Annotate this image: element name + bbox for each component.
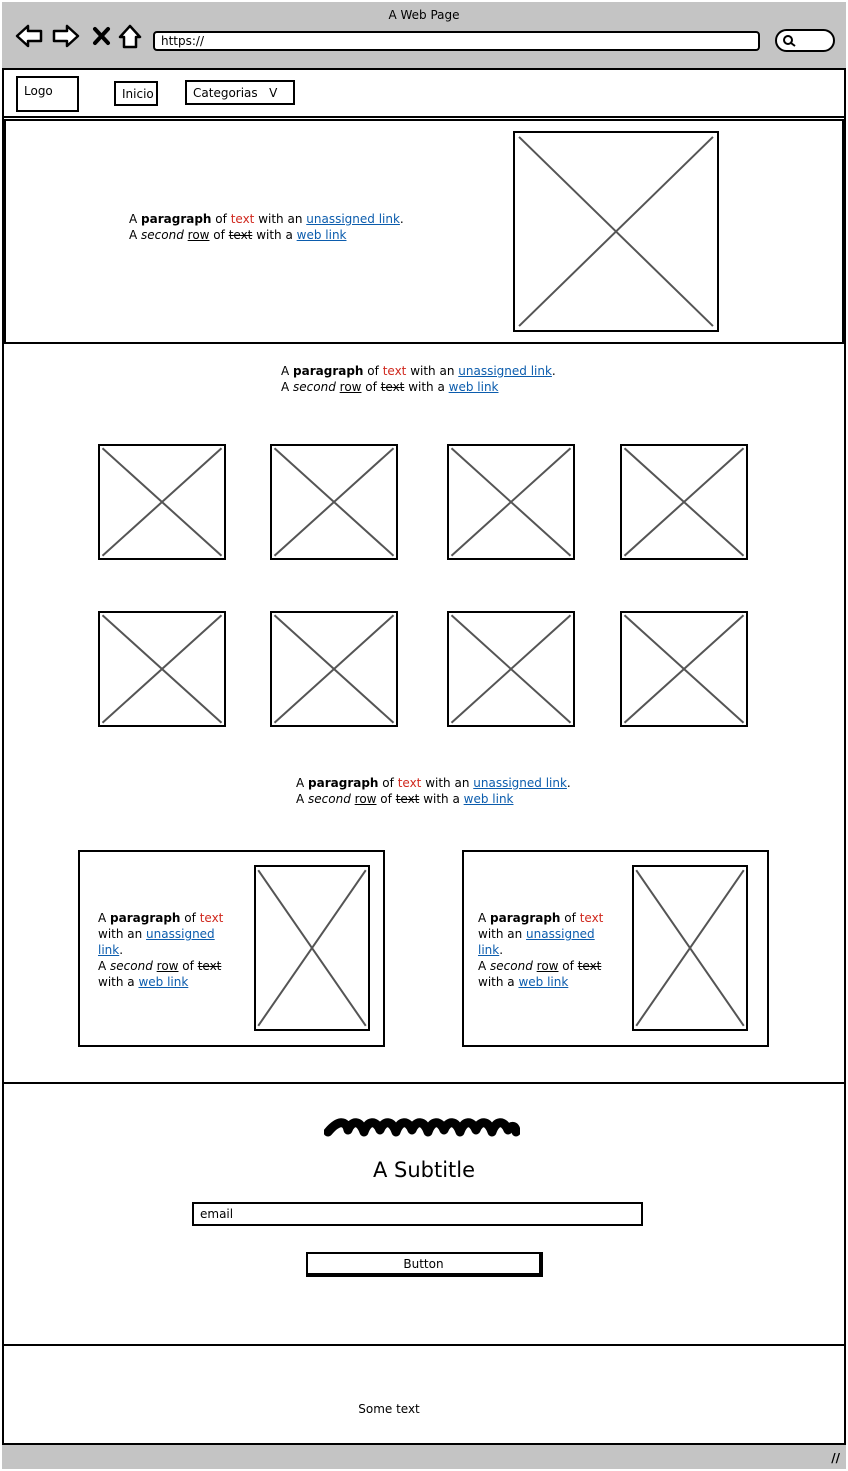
hero-paragraph: A paragraph of text with an unassigned l… [129, 212, 404, 242]
window-title: A Web Page [388, 8, 460, 22]
section-divider [2, 1344, 846, 1346]
url-input[interactable]: https:// [153, 31, 760, 51]
section-divider [2, 1082, 846, 1084]
search-button[interactable] [775, 29, 835, 52]
title-scribble [324, 1118, 520, 1137]
forward-arrow-icon[interactable] [51, 22, 81, 50]
card-image-placeholder [632, 865, 748, 1031]
gallery-image-placeholder [620, 444, 748, 560]
nav-item-categorias-dropdown[interactable]: Categorias V [185, 80, 295, 105]
card-paragraph: A paragraph of text with an unassigned l… [98, 911, 224, 989]
feature-card [78, 850, 385, 1047]
card-image-placeholder [254, 865, 370, 1031]
card-paragraph: A paragraph of text with an unassigned l… [478, 911, 604, 989]
top-navigation [2, 70, 846, 118]
footer-text: Some text [358, 1402, 420, 1416]
unassigned-link[interactable]: unassigned link [306, 212, 400, 226]
web-link[interactable]: web link [296, 228, 347, 242]
email-field[interactable]: email [192, 1202, 643, 1226]
hero-section [4, 119, 844, 344]
gallery-image-placeholder [98, 611, 226, 727]
feature-card [462, 850, 769, 1047]
unassigned-link[interactable]: unassigned link [473, 776, 567, 790]
web-link[interactable]: web link [138, 975, 189, 989]
search-icon [783, 35, 796, 47]
gallery-image-placeholder [447, 611, 575, 727]
home-icon[interactable] [116, 22, 146, 50]
subtitle: A Subtitle [372, 1158, 476, 1182]
nav-item-categorias-label: Categorias V [193, 86, 278, 100]
hero-image-placeholder [513, 131, 719, 332]
gallery-image-placeholder [98, 444, 226, 560]
resize-handle-icon[interactable]: // [831, 1451, 840, 1465]
unassigned-link[interactable]: unassigned link [98, 927, 215, 957]
unassigned-link[interactable]: unassigned link [478, 927, 595, 957]
cards-intro-paragraph: A paragraph of text with an unassigned l… [296, 776, 571, 806]
gallery-intro-paragraph: A paragraph of text with an unassigned l… [281, 364, 556, 394]
status-bar: // [2, 1443, 846, 1469]
gallery-image-placeholder [447, 444, 575, 560]
submit-button[interactable]: Button [306, 1252, 543, 1277]
web-link[interactable]: web link [518, 975, 569, 989]
nav-item-inicio[interactable]: Inicio [114, 81, 158, 106]
gallery-image-placeholder [270, 444, 398, 560]
web-link[interactable]: web link [463, 792, 514, 806]
close-icon[interactable] [88, 22, 118, 50]
unassigned-link[interactable]: unassigned link [458, 364, 552, 378]
back-arrow-icon[interactable] [14, 22, 44, 50]
gallery-image-placeholder [620, 611, 748, 727]
web-link[interactable]: web link [448, 380, 499, 394]
logo[interactable]: Logo [16, 76, 79, 112]
gallery-image-placeholder [270, 611, 398, 727]
